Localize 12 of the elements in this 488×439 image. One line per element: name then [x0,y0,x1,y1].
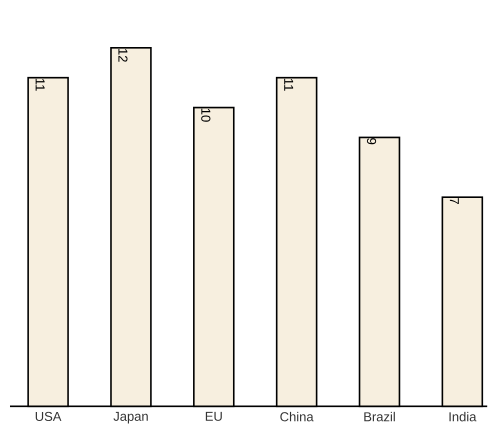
x-tick-label: USA [36,412,62,421]
data-label: 10 [201,108,210,122]
data-label: 11 [284,78,294,91]
x-tick-label: EU [206,412,222,421]
x-tick-label: India [449,412,476,422]
x-tick-label: China [280,412,314,422]
data-label: 7 [450,198,459,204]
x-tick-label: Japan [113,412,148,424]
data-label: 12 [118,48,128,62]
x-tick-label: Brazil [364,412,395,422]
data-label: 9 [366,138,376,144]
data-label: 11 [36,78,45,91]
